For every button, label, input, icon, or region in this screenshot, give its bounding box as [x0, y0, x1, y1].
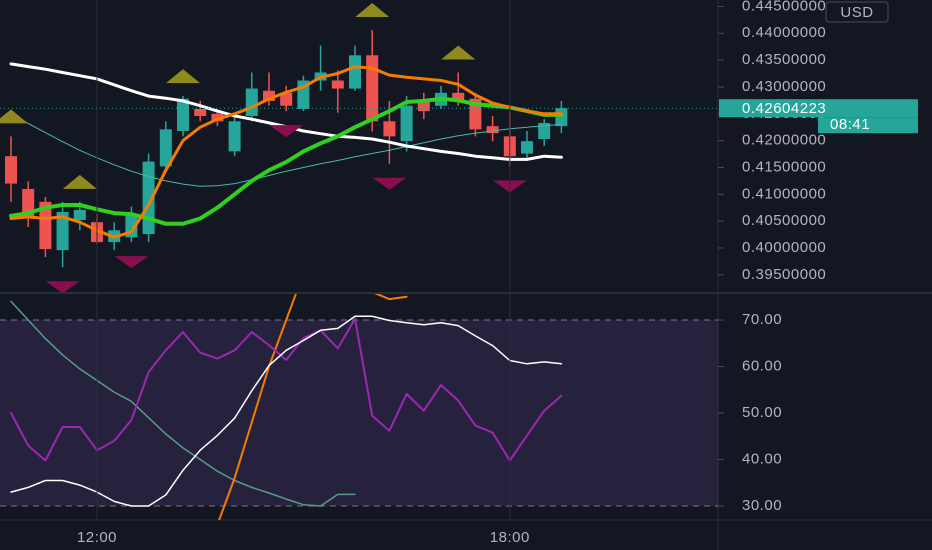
- candle-body: [39, 201, 52, 250]
- signal-down-marker: [269, 125, 304, 138]
- candle-body: [22, 188, 35, 217]
- candle-body: [331, 80, 344, 89]
- signal-up-marker: [166, 69, 200, 84]
- signal-up-marker: [355, 3, 390, 18]
- candle-body: [5, 156, 17, 184]
- y-tick-label: 0.43500000: [742, 51, 826, 68]
- signal-up-marker: [62, 174, 97, 189]
- candle-body: [366, 55, 379, 122]
- x-tick-label: 12:00: [77, 529, 117, 546]
- signal-up-marker: [0, 109, 28, 124]
- indicator-line: [10, 317, 563, 462]
- y-tick-label: 0.42000000: [742, 132, 826, 149]
- candle-body: [159, 129, 172, 167]
- candle-body: [417, 100, 430, 112]
- y-tick-label: 0.43000000: [742, 78, 826, 95]
- signal-down-marker: [372, 177, 407, 190]
- signal-down-marker: [45, 281, 80, 292]
- candle-body: [228, 121, 241, 152]
- y-tick-label: 50.00: [742, 404, 782, 421]
- y-tick-label: 40.00: [742, 451, 782, 468]
- indicator-line: [10, 113, 562, 187]
- indicator-line: [9, 65, 563, 239]
- y-tick-label: 0.41000000: [742, 185, 826, 202]
- indicator-line: [10, 300, 356, 507]
- y-tick-label: 30.00: [742, 497, 782, 514]
- band-fill: [0, 320, 718, 507]
- y-tick-label: 70.00: [742, 311, 782, 328]
- x-tick-label: 18:00: [490, 529, 530, 546]
- candle-body: [400, 105, 413, 142]
- candle-body: [211, 113, 224, 122]
- countdown-box: [818, 117, 918, 134]
- candle-body: [521, 141, 533, 154]
- countdown-label: 08:41: [830, 116, 870, 133]
- price-pane: [0, 3, 718, 292]
- candle-body: [194, 108, 207, 116]
- signal-down-marker: [114, 256, 149, 269]
- currency-label: USD: [840, 4, 873, 21]
- candle-body: [245, 88, 258, 116]
- last-price-box: [719, 99, 918, 118]
- candle-body: [452, 92, 465, 101]
- y-tick-label: 0.40000000: [742, 239, 826, 256]
- y-tick-label: 0.41500000: [742, 158, 826, 175]
- candle-body: [349, 55, 361, 89]
- indicator-line: [10, 315, 563, 507]
- candle-body: [469, 98, 482, 130]
- candle-body: [125, 214, 138, 238]
- y-tick-label: 0.40500000: [742, 212, 826, 229]
- candle-body: [280, 92, 293, 106]
- y-tick-label: 0.39500000: [742, 266, 826, 283]
- axes: 12:00 18:00 0.39500000 0.40000000 0.40500000…: [77, 0, 918, 546]
- candle-body: [555, 108, 568, 127]
- y-tick-label: 0.44000000: [742, 24, 826, 41]
- signal-up-marker: [441, 45, 476, 60]
- y-tick-label: 60.00: [742, 358, 782, 375]
- candle-body: [73, 209, 86, 221]
- candle-body: [56, 212, 69, 251]
- candle-body: [486, 126, 499, 134]
- rsi-pane: [0, 294, 718, 520]
- candle-body: [383, 121, 396, 137]
- currency-box: [825, 1, 889, 23]
- candle-body: [263, 90, 275, 101]
- indicator-line: [9, 96, 564, 226]
- indicator-line: [218, 294, 408, 520]
- candle-body: [538, 122, 551, 140]
- y-tick-label: 0.44500000: [742, 0, 826, 14]
- last-price-label: 0.42604223: [742, 100, 826, 117]
- candle-body: [177, 98, 189, 131]
